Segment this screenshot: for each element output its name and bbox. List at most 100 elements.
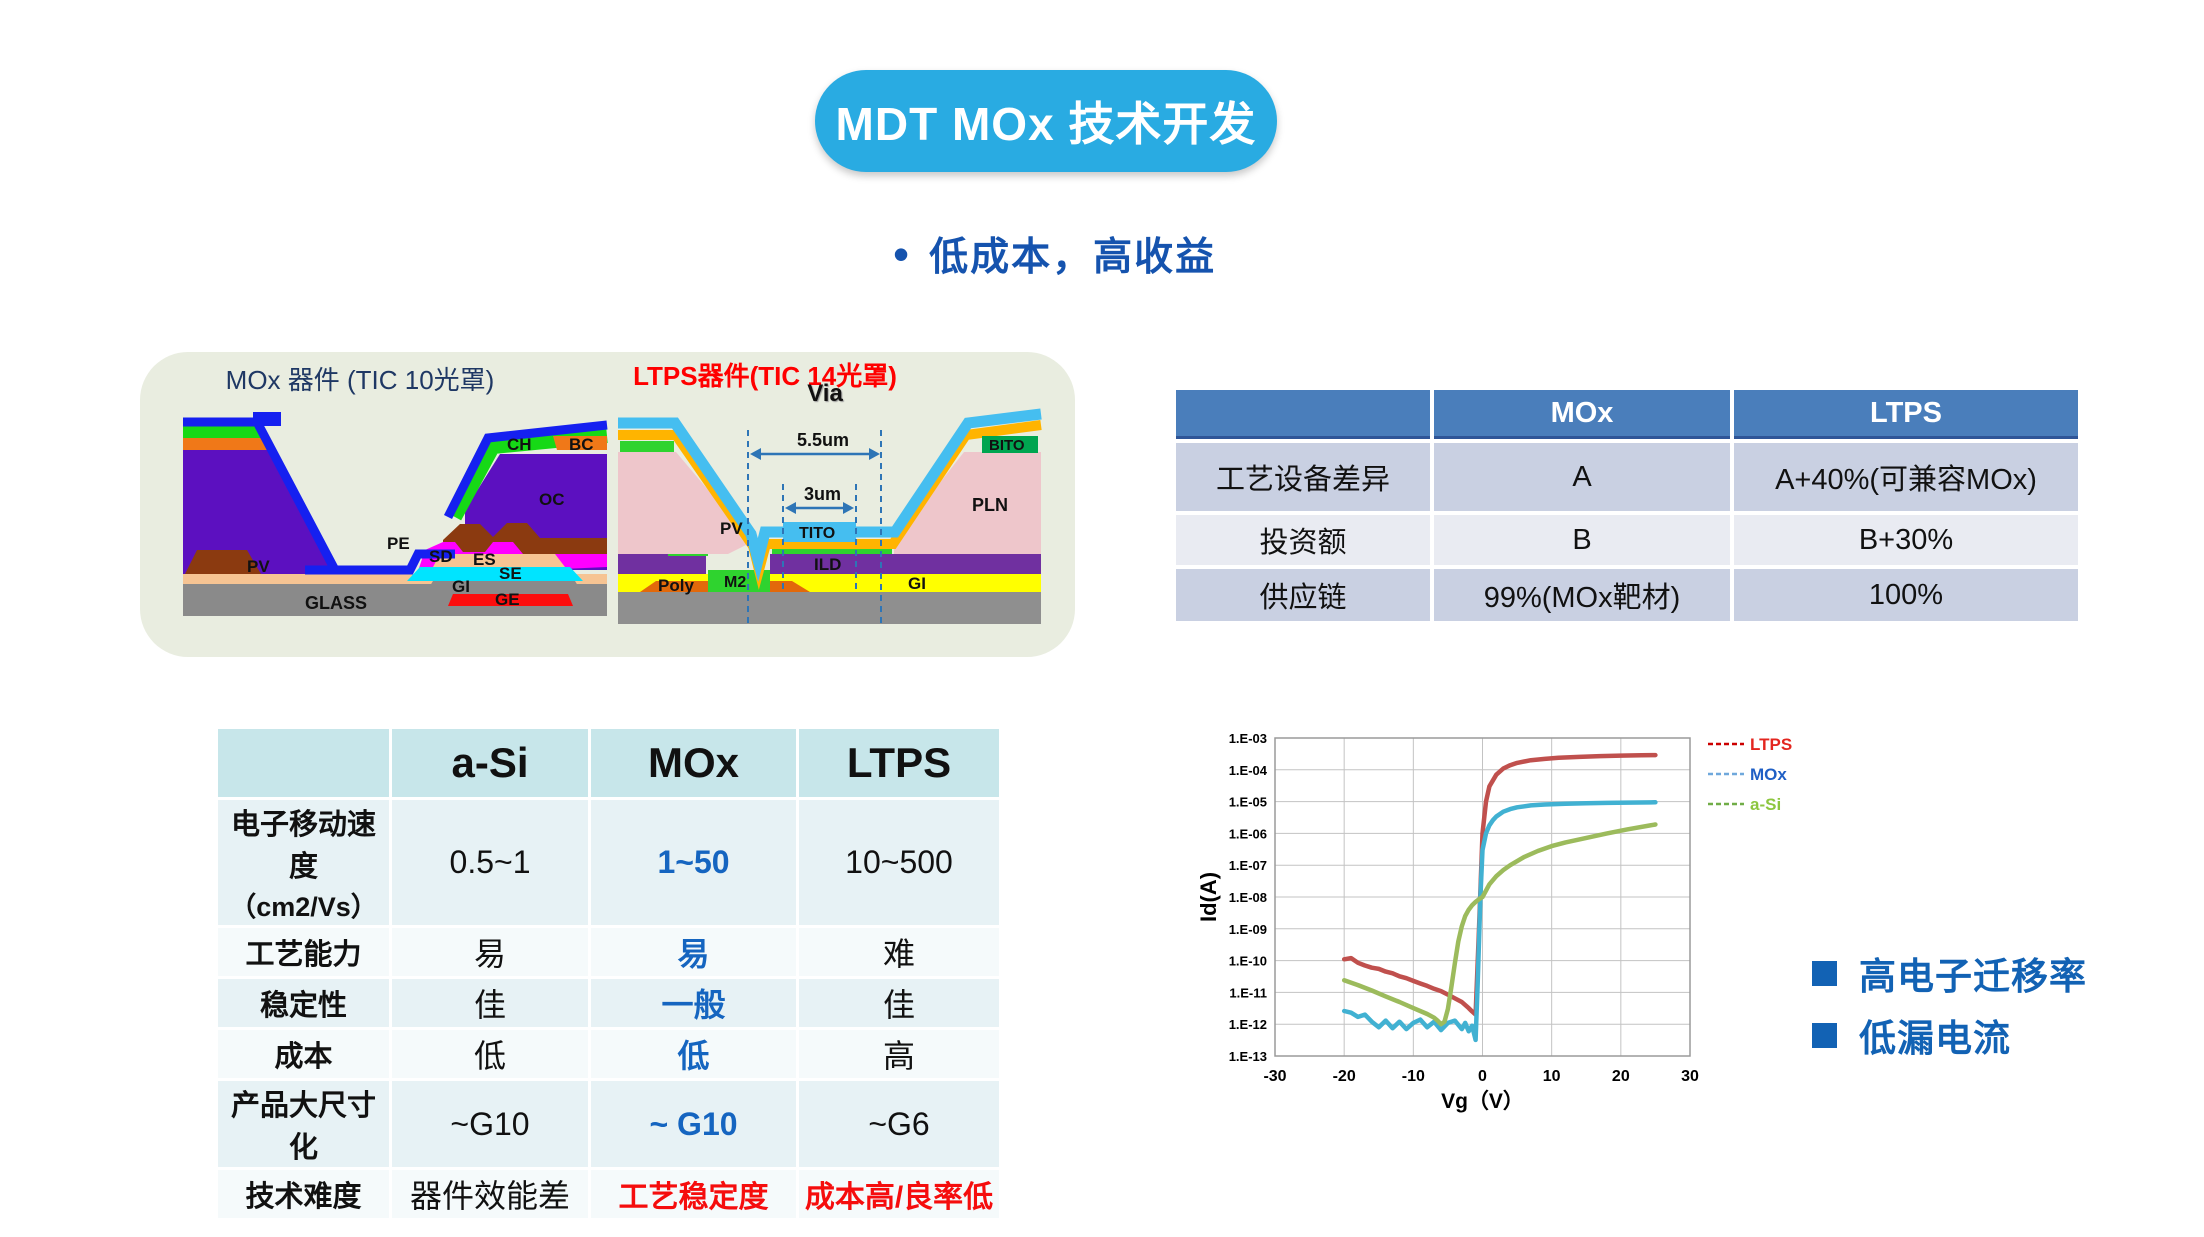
mox-layer-label-sd: SD [429, 547, 453, 566]
svg-text:1.E-08: 1.E-08 [1229, 890, 1267, 905]
cell-mox: ~ G10 [591, 1081, 796, 1167]
svg-text:1.E-12: 1.E-12 [1229, 1017, 1267, 1032]
proc-header-mox: MOx [1434, 390, 1730, 439]
mox-layer-label-ch: CH [507, 435, 532, 454]
mox-cross-section-diagram: PV PE SD ES SE GI GE GLASS CH BC OC [183, 412, 608, 616]
svg-text:LTPS: LTPS [1750, 735, 1792, 754]
cmp-header-asi: a-Si [392, 729, 588, 797]
cell-mox: A [1434, 443, 1730, 511]
mox-layer-label-oc: OC [539, 490, 565, 509]
svg-text:-30: -30 [1263, 1068, 1286, 1085]
svg-text:0: 0 [1478, 1068, 1487, 1085]
ltps-cross-section-diagram: 5.5um 3um PV TITO ILD M2 Poly GI PLN BIT… [618, 408, 1042, 624]
mox-layer-label-gi: GI [452, 577, 470, 596]
square-bullet-icon [1812, 960, 1837, 986]
cell-ltps: 难 [799, 928, 999, 976]
row-label: 工艺能力 [218, 928, 389, 976]
svg-text:1.E-07: 1.E-07 [1229, 858, 1267, 873]
table-row: 工艺设备差异 A A+40%(可兼容MOx) [1176, 443, 2078, 511]
cmp-header-empty [218, 729, 389, 797]
ltps-layer-label-pln: PLN [972, 495, 1008, 515]
mox-layer-label-glass: GLASS [305, 593, 367, 613]
svg-text:20: 20 [1612, 1068, 1630, 1085]
cell-asi: 低 [392, 1030, 588, 1078]
proc-header-ltps: LTPS [1734, 390, 2078, 439]
row-label: 产品大尺寸化 [218, 1081, 389, 1167]
ltps-layer-label-gi: GI [908, 574, 926, 593]
cell-mox: 工艺稳定度 [591, 1170, 796, 1218]
mox-layer-label-bc: BC [569, 435, 594, 454]
insight-text: 低漏电流 [1859, 1018, 2011, 1059]
ltps-device-title: LTPS器件(TIC 14光罩) [633, 361, 897, 391]
cell-ltps: 成本高/良率低 [799, 1170, 999, 1218]
svg-text:1.E-09: 1.E-09 [1229, 922, 1267, 937]
ltps-layer-label-pv: PV [720, 519, 743, 538]
svg-text:Vg（V）: Vg（V） [1441, 1089, 1524, 1113]
svg-text:1.E-10: 1.E-10 [1229, 954, 1267, 969]
cell-asi: 易 [392, 928, 588, 976]
device-structure-panel: MOx 器件 (TIC 10光罩) LTPS器件(TIC 14光罩) Via [140, 352, 1075, 657]
cell-mox: 低 [591, 1030, 796, 1078]
cell-asi: 器件效能差 [392, 1170, 588, 1218]
table-row: 投资额 B B+30% [1176, 515, 2078, 565]
row-label-line1: 电子移动速度 [230, 809, 376, 883]
cell-ltps: 10~500 [799, 800, 999, 925]
row-label: 投资额 [1176, 515, 1430, 565]
page-title: MDT MOx 技术开发 [835, 98, 1257, 150]
row-label: 成本 [218, 1030, 389, 1078]
table-row: 成本 低 低 高 [218, 1030, 999, 1078]
mox-layer-label-se: SE [499, 564, 522, 583]
svg-text:1.E-05: 1.E-05 [1229, 795, 1267, 810]
table-row: 工艺能力 易 易 难 [218, 928, 999, 976]
material-comparison-table: a-Si MOx LTPS 电子移动速度 （cm2/Vs） 0.5~1 1~50… [215, 726, 1002, 1221]
cell-ltps: 佳 [799, 979, 999, 1027]
bullet-dot-icon: • [893, 228, 910, 280]
mox-device-title: MOx 器件 (TIC 10光罩) [225, 365, 495, 395]
insight-item-mobility: 高电子迁移率 [1812, 946, 2087, 1000]
ltps-layer-label-m2: M2 [724, 574, 746, 591]
ltps-layer-label-poly: Poly [658, 576, 694, 595]
cell-asi: ~G10 [392, 1081, 588, 1167]
transfer-curve-chart: 1.E-03 1.E-04 1.E-05 1.E-06 1.E-07 1.E-08 1.E-… [1196, 705, 1800, 1125]
square-bullet-icon [1812, 1022, 1837, 1048]
row-label: 电子移动速度 （cm2/Vs） [218, 800, 389, 925]
cell-mox: 易 [591, 928, 796, 976]
svg-text:30: 30 [1681, 1068, 1699, 1085]
cell-mox: 99%(MOx靶材) [1434, 569, 1730, 621]
mox-layer-label-pe: PE [387, 534, 410, 553]
cmp-header-ltps: LTPS [799, 729, 999, 797]
svg-text:Id(A): Id(A) [1200, 872, 1221, 922]
cell-ltps: 高 [799, 1030, 999, 1078]
ltps-layer-label-tito: TITO [799, 525, 835, 542]
table-row: 稳定性 佳 一般 佳 [218, 979, 999, 1027]
process-comparison-table: MOx LTPS 工艺设备差异 A A+40%(可兼容MOx) 投资额 B B+… [1172, 386, 2082, 625]
cell-ltps: B+30% [1734, 515, 2078, 565]
insight-item-leakage: 低漏电流 [1812, 1008, 2011, 1062]
svg-text:1.E-03: 1.E-03 [1229, 731, 1267, 746]
cell-mox: B [1434, 515, 1730, 565]
subtitle-bullet: • 低成本，高收益 [893, 226, 1216, 282]
svg-text:-20: -20 [1333, 1068, 1356, 1085]
insight-text: 高电子迁移率 [1859, 956, 2087, 997]
mox-layer-label-es: ES [473, 550, 496, 569]
cell-ltps: ~G6 [799, 1081, 999, 1167]
svg-text:a-Si: a-Si [1750, 795, 1781, 814]
svg-text:1.E-11: 1.E-11 [1229, 985, 1267, 1000]
cmp-header-mox: MOx [591, 729, 796, 797]
table-row: 电子移动速度 （cm2/Vs） 0.5~1 1~50 10~500 [218, 800, 999, 925]
cell-mox: 1~50 [591, 800, 796, 925]
via-label: Via [807, 380, 843, 407]
mox-layer-label-ge: GE [495, 590, 520, 609]
proc-header-empty [1176, 390, 1430, 439]
row-label-line2: （cm2/Vs） [229, 892, 378, 922]
cell-mox: 一般 [591, 979, 796, 1027]
svg-text:1.E-04: 1.E-04 [1229, 763, 1268, 778]
cell-ltps: 100% [1734, 569, 2078, 621]
svg-text:MOx: MOx [1750, 765, 1787, 784]
table-row: 产品大尺寸化 ~G10 ~ G10 ~G6 [218, 1081, 999, 1167]
ltps-dim-outer: 5.5um [797, 430, 849, 450]
row-label: 技术难度 [218, 1170, 389, 1218]
subtitle-text: 低成本，高收益 [929, 236, 1217, 279]
cell-asi: 佳 [392, 979, 588, 1027]
